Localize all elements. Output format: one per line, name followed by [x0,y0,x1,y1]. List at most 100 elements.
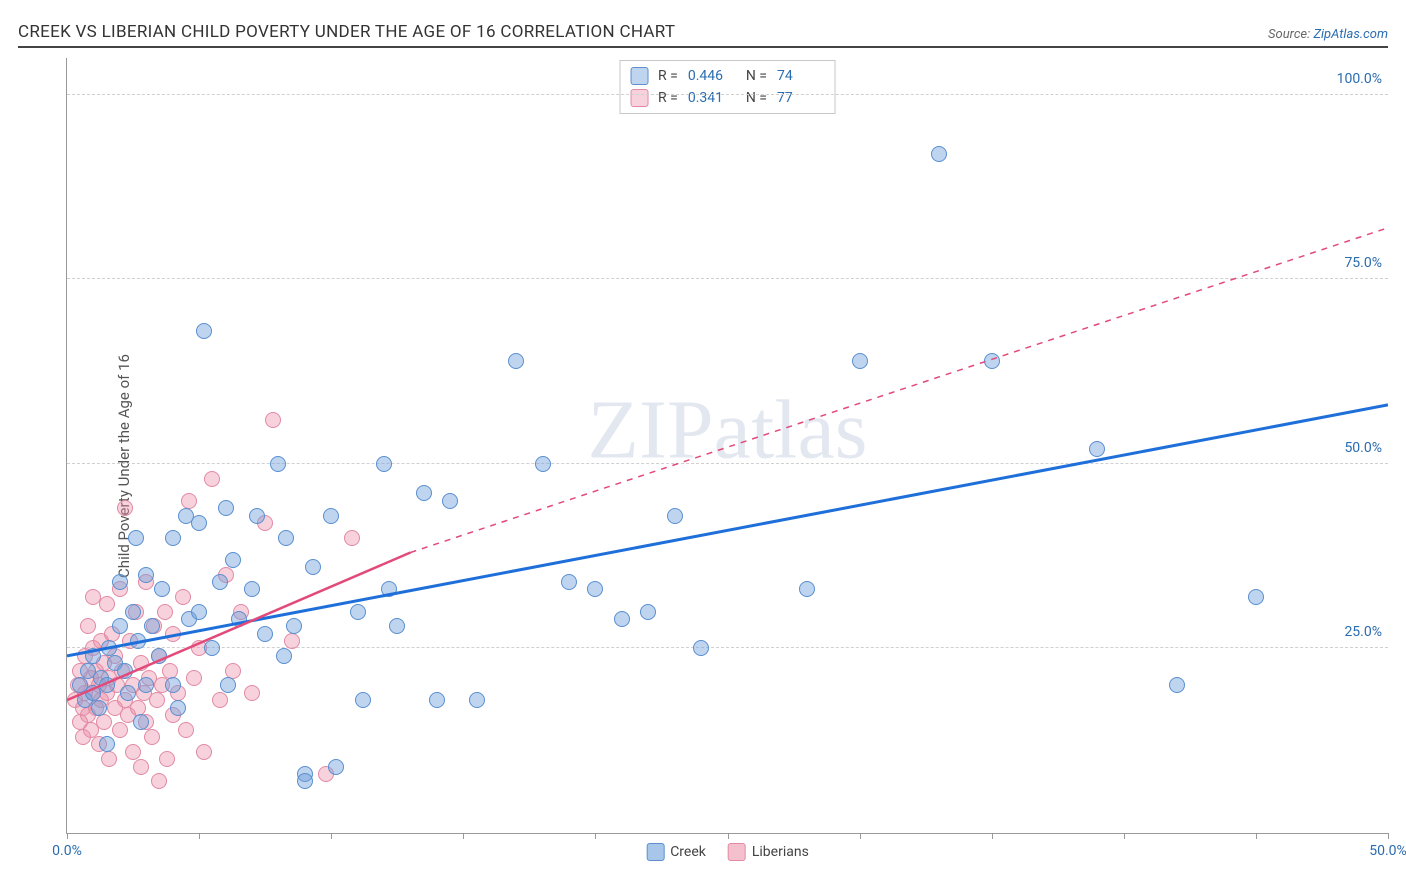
y-tick-label: 50.0% [1344,440,1382,456]
scatter-point [138,677,154,693]
series-legend-item: Liberians [728,843,809,861]
gridline [67,463,1388,464]
x-tick-mark [67,833,68,839]
scatter-point [165,677,181,693]
y-tick-label: 25.0% [1344,624,1382,640]
scatter-point [667,508,683,524]
scatter-point [191,604,207,620]
scatter-point [128,530,144,546]
scatter-point [587,581,603,597]
scatter-point [157,604,173,620]
scatter-point [101,640,117,656]
scatter-point [389,618,405,634]
scatter-point [175,589,191,605]
scatter-point [799,581,815,597]
scatter-point [96,714,112,730]
scatter-point [144,618,160,634]
scatter-point [151,773,167,789]
trend-line-extrapolated [410,228,1388,553]
legend-swatch [646,843,664,861]
scatter-point [416,485,432,501]
scatter-point [99,677,115,693]
legend-n-value: 74 [777,68,825,84]
scatter-point [138,567,154,583]
scatter-point [218,500,234,516]
scatter-point [178,722,194,738]
scatter-point [984,353,1000,369]
y-tick-label: 75.0% [1344,255,1382,271]
scatter-point [1169,677,1185,693]
scatter-point [381,581,397,597]
scatter-point [99,736,115,752]
legend-r-value: 0.446 [688,68,736,84]
series-legend: Creek Liberians [646,843,809,861]
scatter-point [225,663,241,679]
scatter-point [130,700,146,716]
scatter-point [1089,441,1105,457]
scatter-point [244,581,260,597]
scatter-point [191,515,207,531]
x-tick-mark [199,833,200,839]
scatter-point [144,729,160,745]
scatter-point [85,648,101,664]
source-attribution: Source: ZipAtlas.com [1268,27,1388,42]
scatter-plot: ZIPatlas R =0.446N =74R =0.341N =77 Cree… [66,58,1388,834]
scatter-point [196,323,212,339]
source-link[interactable]: ZipAtlas.com [1313,27,1388,42]
x-tick-mark [1256,833,1257,839]
scatter-point [117,500,133,516]
legend-r-value: 0.341 [688,90,736,106]
legend-r-key: R = [658,90,678,106]
scatter-point [80,618,96,634]
legend-r-key: R = [658,68,678,84]
x-tick-mark [860,833,861,839]
scatter-point [286,618,302,634]
scatter-point [204,640,220,656]
scatter-point [508,353,524,369]
scatter-point [162,663,178,679]
scatter-point [278,530,294,546]
scatter-point [244,685,260,701]
scatter-point [265,412,281,428]
scatter-point [117,663,133,679]
x-tick-mark [331,833,332,839]
scatter-point [91,700,107,716]
scatter-point [159,751,175,767]
scatter-point [165,530,181,546]
scatter-point [693,640,709,656]
scatter-point [204,471,220,487]
scatter-point [181,493,197,509]
scatter-point [212,692,228,708]
x-tick-label: 50.0% [1369,843,1406,859]
scatter-point [931,146,947,162]
scatter-point [112,574,128,590]
scatter-point [231,611,247,627]
scatter-point [284,633,300,649]
correlation-legend: R = 0.446 N = 74 R = 0.341 N = 77 [619,60,836,114]
scatter-point [1248,589,1264,605]
scatter-point [212,574,228,590]
x-tick-mark [463,833,464,839]
scatter-point [133,759,149,775]
legend-row: R = 0.341 N = 77 [630,87,825,109]
x-tick-mark [728,833,729,839]
x-tick-mark [1388,833,1389,839]
scatter-point [297,773,313,789]
scatter-point [133,655,149,671]
legend-n-value: 77 [777,90,825,106]
x-tick-mark [595,833,596,839]
chart-title: CREEK VS LIBERIAN CHILD POVERTY UNDER TH… [18,22,675,42]
scatter-point [535,456,551,472]
series-legend-label: Creek [670,844,706,860]
legend-n-key: N = [746,90,767,106]
gridline [67,278,1388,279]
gridline [67,647,1388,648]
scatter-point [196,744,212,760]
source-prefix: Source: [1268,27,1313,42]
scatter-point [469,692,485,708]
scatter-point [133,714,149,730]
scatter-point [328,759,344,775]
scatter-point [561,574,577,590]
x-tick-mark [992,833,993,839]
scatter-point [220,677,236,693]
